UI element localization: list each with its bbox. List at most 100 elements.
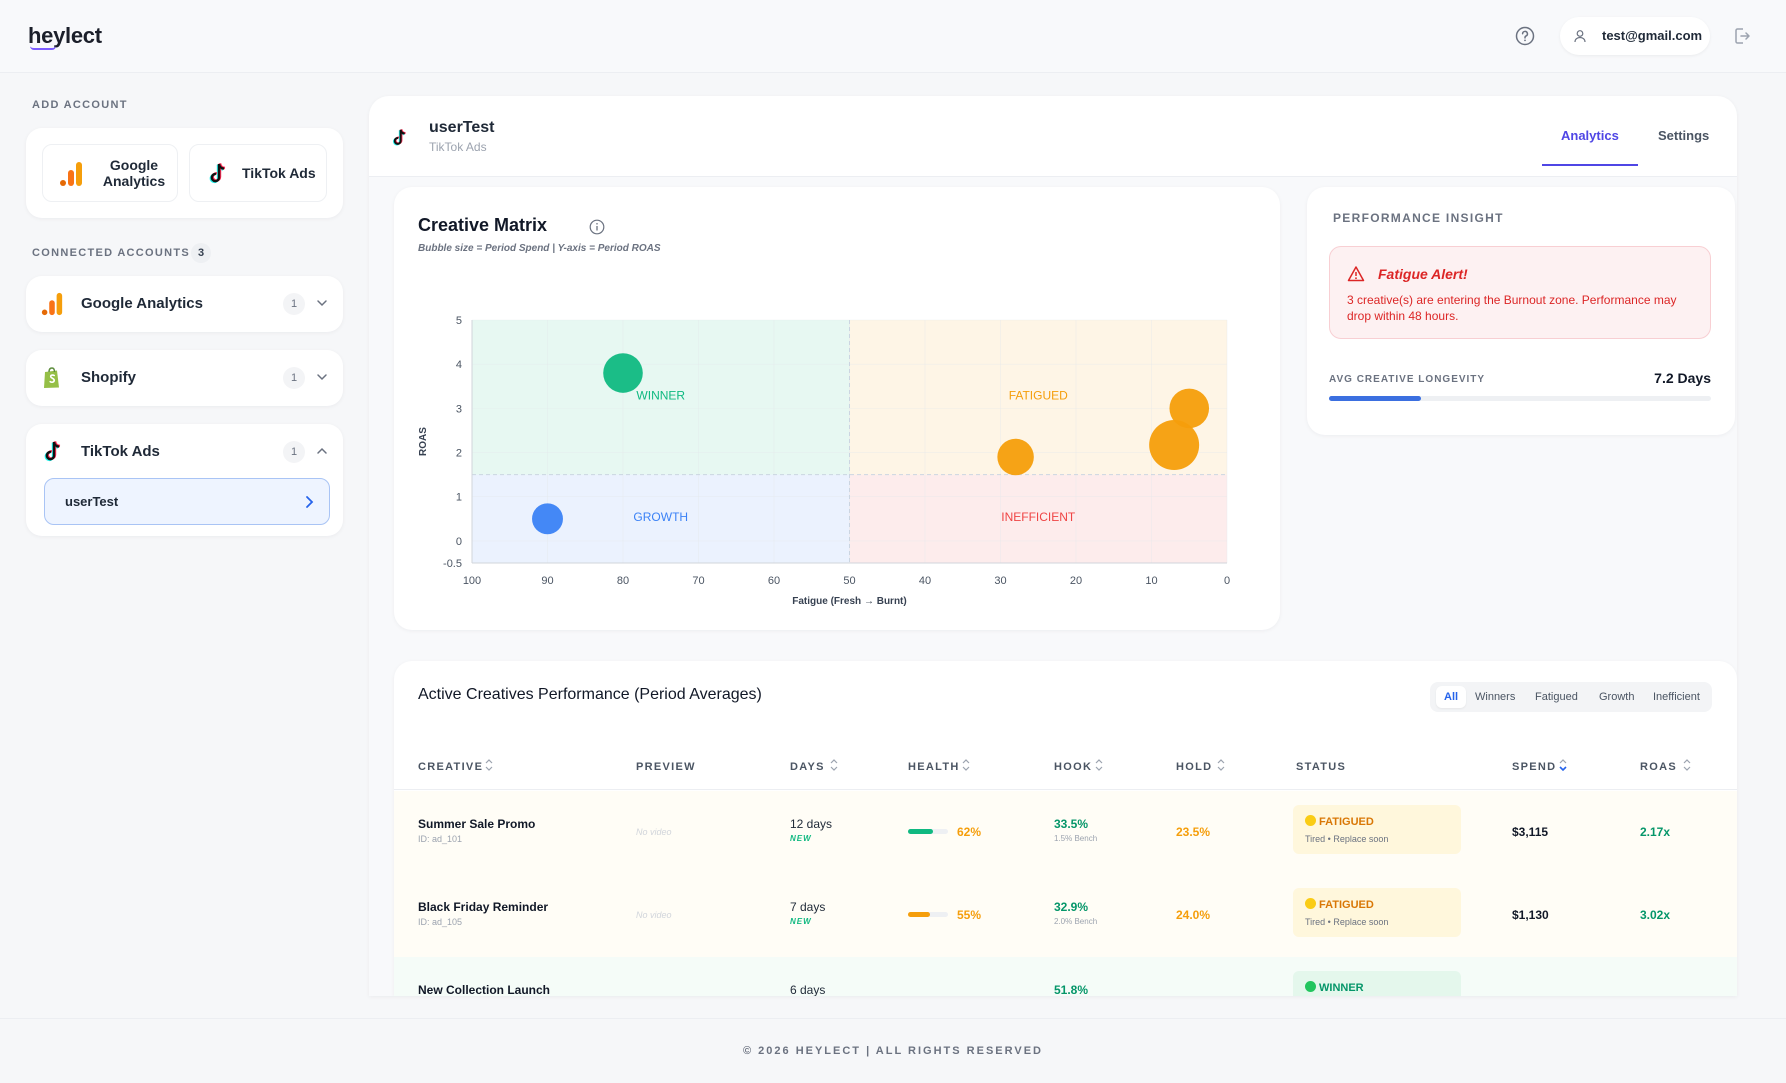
sub-account-usertest[interactable]: userTest [44, 478, 330, 525]
tab-analytics[interactable]: Analytics [1561, 128, 1619, 143]
tiktok-icon [209, 163, 226, 184]
longevity-value: 7.2 Days [1654, 370, 1711, 386]
days-value: 7 days [790, 900, 826, 914]
tiktok-icon [44, 441, 61, 462]
table-header: CREATIVE PREVIEW DAYS HEALTH HOOK HOLD S… [394, 741, 1737, 790]
creative-matrix-card: 100 90 80 70 60 50 40 30 20 10 0 5 4 3 2 1 0 -0.5 Fatigue … [394, 187, 1280, 630]
health-bar-fill [908, 829, 933, 834]
creative-name: Summer Sale Promo [418, 817, 536, 831]
y-tick-label: 4 [456, 359, 462, 371]
status-label-wrap: WINNER [1305, 981, 1364, 994]
help-circle-icon[interactable] [1515, 26, 1535, 46]
sort-icon[interactable] [1683, 758, 1691, 772]
warning-triangle-icon [1347, 266, 1365, 282]
status-label: WINNER [1319, 982, 1364, 994]
user-email: test@gmail.com [1602, 28, 1703, 43]
status-subtext: Tired • Replace soon [1305, 834, 1389, 844]
account-name: TikTok Ads [81, 443, 160, 460]
filter-inefficient[interactable]: Inefficient [1653, 691, 1700, 703]
sort-icon[interactable] [485, 758, 493, 772]
col-preview: PREVIEW [636, 761, 696, 773]
info-icon[interactable] [589, 219, 605, 235]
tab-settings[interactable]: Settings [1658, 128, 1710, 143]
col-days[interactable]: DAYS [790, 761, 825, 773]
x-tick-label: 40 [919, 575, 931, 587]
bubble-point [532, 503, 563, 535]
connected-accounts-label: CONNECTED ACCOUNTS [32, 247, 191, 259]
logo-swoosh [30, 46, 56, 50]
creative-name: Black Friday Reminder [418, 900, 549, 914]
health-bar [908, 829, 948, 834]
status-badge: WINNER [1293, 971, 1461, 996]
col-hold[interactable]: HOLD [1176, 761, 1213, 773]
creative-name: New Collection Launch [418, 983, 551, 996]
x-tick-label: 70 [692, 575, 704, 587]
sort-desc-icon[interactable] [1559, 758, 1567, 772]
bubble-point [1169, 388, 1210, 429]
col-hook[interactable]: HOOK [1054, 761, 1093, 773]
roas-value: 3.02x [1640, 908, 1671, 922]
table-title: Active Creatives Performance (Period Ave… [418, 686, 762, 703]
table-row[interactable]: Black Friday Reminder ID: ad_105 No vide… [394, 874, 1737, 957]
col-spend[interactable]: SPEND [1512, 761, 1557, 773]
shopify-icon [44, 367, 59, 388]
connected-count-badge: 3 [191, 243, 211, 263]
col-roas[interactable]: ROAS [1640, 761, 1677, 773]
insight-label: PERFORMANCE INSIGHT [1333, 211, 1504, 225]
y-tick-label: 2 [456, 448, 462, 460]
add-google-analytics-button[interactable]: Google Analytics [42, 144, 178, 202]
add-google-analytics-label: Google Analytics [102, 157, 166, 189]
account-google-analytics[interactable]: Google Analytics 1 [26, 276, 343, 332]
status-subtext: Tired • Replace soon [1305, 917, 1389, 927]
status-filter: All Winners Fatigued Growth Inefficient [1430, 682, 1712, 712]
status-dot [1305, 981, 1316, 992]
sort-icon[interactable] [1217, 758, 1225, 772]
x-tick-label: 100 [463, 575, 481, 587]
account-tiktok-ads[interactable]: TikTok Ads 1 userTest [26, 424, 343, 536]
alert-title: Fatigue Alert! [1378, 266, 1468, 282]
filter-all[interactable]: All [1436, 686, 1467, 708]
y-tick-label: 0 [456, 536, 462, 548]
sort-icon[interactable] [962, 758, 970, 772]
bubble-point [997, 438, 1034, 476]
table-row[interactable]: Summer Sale Promo ID: ad_101 No video 12… [394, 791, 1737, 874]
add-tiktok-ads-button[interactable]: TikTok Ads [189, 144, 327, 202]
table-row[interactable]: New Collection Launch 6 days 51.8% WINNE… [394, 957, 1737, 996]
longevity-label: AVG CREATIVE LONGEVITY [1329, 374, 1486, 385]
add-tiktok-ads-label: TikTok Ads [242, 165, 316, 181]
x-tick-label: 80 [617, 575, 629, 587]
spend-value: $3,115 [1512, 825, 1549, 839]
account-count: 1 [283, 293, 305, 315]
x-axis-label: Fatigue (Fresh → Burnt) [792, 596, 906, 607]
account-name: Google Analytics [81, 295, 203, 312]
logout-icon[interactable] [1732, 26, 1752, 46]
y-tick-label: 1 [456, 492, 462, 504]
account-header: userTest TikTok Ads Analytics Settings [369, 96, 1737, 177]
longevity-bar-fill [1329, 396, 1421, 401]
hold-value: 24.0% [1176, 908, 1211, 922]
col-health[interactable]: HEALTH [908, 761, 960, 773]
chevron-up-icon[interactable] [316, 445, 328, 457]
filter-winners[interactable]: Winners [1475, 691, 1516, 703]
account-shopify[interactable]: Shopify 1 [26, 350, 343, 406]
quadrant-label-winner: WINNER [636, 389, 685, 403]
x-tick-label: 90 [541, 575, 553, 587]
health-value: 62% [957, 825, 982, 839]
x-tick-label: 60 [768, 575, 780, 587]
bubble-point [1149, 420, 1200, 471]
status-label-wrap: FATIGUED [1305, 815, 1374, 828]
new-badge: NEW [790, 917, 812, 926]
user-menu[interactable]: test@gmail.com [1560, 17, 1710, 55]
logo[interactable]: heylect [28, 23, 102, 48]
chevron-down-icon[interactable] [316, 297, 328, 309]
chevron-down-icon[interactable] [316, 371, 328, 383]
y-tick-label: 5 [456, 315, 462, 327]
filter-fatigued[interactable]: Fatigued [1535, 691, 1578, 703]
sort-icon[interactable] [830, 758, 838, 772]
quadrant-label-fatigued: FATIGUED [1009, 389, 1068, 403]
filter-growth[interactable]: Growth [1599, 691, 1635, 703]
health-bar-fill [908, 912, 930, 917]
col-creative[interactable]: CREATIVE [418, 761, 484, 773]
bubble-point [603, 353, 643, 393]
sort-icon[interactable] [1095, 758, 1103, 772]
